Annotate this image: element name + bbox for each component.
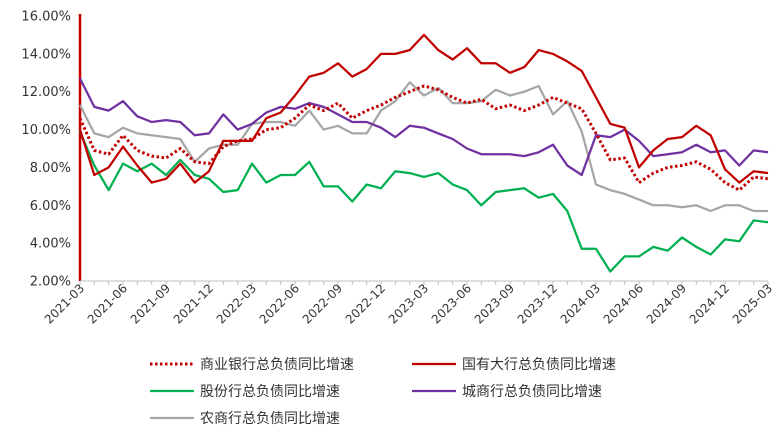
x-tick-label: 2021-12 xyxy=(171,281,216,326)
x-tick-label: 2024-12 xyxy=(687,281,732,326)
x-tick-label: 2024-09 xyxy=(644,281,689,326)
x-tick-label: 2022-06 xyxy=(257,281,302,326)
x-tick-label: 2024-06 xyxy=(601,281,646,326)
y-tick-label: 8.00% xyxy=(30,161,71,176)
x-tick-label: 2023-06 xyxy=(429,281,474,326)
legend-item: 商业银行总负债同比增速 xyxy=(150,357,354,373)
legend-item: 国有大行总负债同比增速 xyxy=(412,357,616,373)
x-tick-label: 2022-03 xyxy=(214,281,259,326)
series-line-3 xyxy=(78,77,769,177)
x-tick-label: 2021-09 xyxy=(128,281,173,326)
series-line-0 xyxy=(78,84,769,192)
x-tick-label: 2023-12 xyxy=(515,281,560,326)
legend-item: 城商行总负债同比增速 xyxy=(412,384,602,400)
y-tick-label: 14.00% xyxy=(21,47,71,62)
legend-label: 城商行总负债同比增速 xyxy=(462,384,602,400)
series-line-4 xyxy=(78,81,768,213)
x-tick-label: 2021-06 xyxy=(85,281,130,326)
y-tick-label: 12.00% xyxy=(21,85,71,100)
x-tick-label: 2022-09 xyxy=(300,281,345,326)
legend-label: 商业银行总负债同比增速 xyxy=(200,357,354,373)
y-tick-label: 4.00% xyxy=(30,237,71,252)
y-axis: 2.00% 4.00% 6.00% 8.00% 10.00% 12.00% 14.00% 16… xyxy=(21,10,82,290)
series-line-1 xyxy=(78,33,769,184)
series-layer xyxy=(78,33,769,273)
x-tick-label: 2024-03 xyxy=(558,281,603,326)
x-tick-label: 2025-03 xyxy=(730,281,775,326)
series-line-2 xyxy=(78,131,769,273)
y-tick-label: 2.00% xyxy=(30,275,71,290)
y-tick-label: 16.00% xyxy=(21,10,71,25)
x-tick-label: 2022-12 xyxy=(343,281,388,326)
legend-item: 股份行总负债同比增速 xyxy=(150,384,340,400)
x-axis: 2021-032021-062021-092021-122022-032022-… xyxy=(42,280,775,327)
legend-label: 国有大行总负债同比增速 xyxy=(462,357,616,373)
legend-label: 股份行总负债同比增速 xyxy=(200,384,340,400)
y-tick-label: 10.00% xyxy=(21,123,71,138)
legend-label: 农商行总负债同比增速 xyxy=(200,411,340,427)
x-tick-label: 2023-09 xyxy=(472,281,517,326)
legend-item: 农商行总负债同比增速 xyxy=(150,411,340,427)
y-tick-label: 6.00% xyxy=(30,199,71,214)
x-tick-label: 2023-03 xyxy=(386,281,431,326)
